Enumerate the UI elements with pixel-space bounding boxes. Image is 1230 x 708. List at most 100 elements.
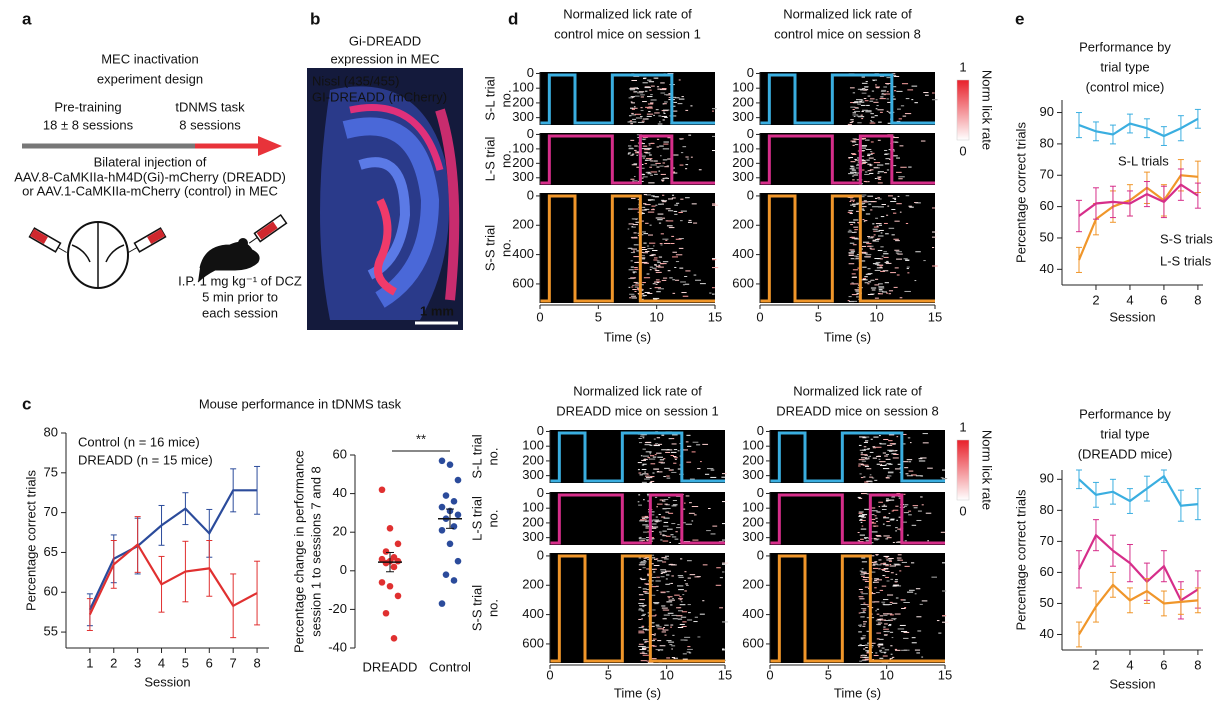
lick-speckle (639, 295, 646, 297)
lick-speckle (847, 211, 853, 213)
lick-speckle (659, 121, 661, 123)
lick-speckle (638, 557, 642, 559)
lick-speckle (862, 278, 867, 280)
lick-speckle (860, 656, 863, 658)
lick-speckle (858, 465, 861, 467)
lick-speckle (654, 614, 657, 616)
y-tick-label: 0 (747, 65, 754, 80)
y-tick-label: 100 (742, 438, 764, 453)
lick-speckle (712, 525, 718, 527)
lick-speckle (878, 289, 883, 291)
lick-speckle (664, 617, 667, 619)
row-label: L-S trial (482, 136, 497, 181)
lick-speckle (894, 581, 898, 583)
lick-speckle (641, 255, 645, 257)
lick-speckle (642, 448, 646, 450)
lick-speckle (879, 589, 884, 591)
lick-speckle (875, 517, 878, 519)
lick-speckle (658, 650, 660, 652)
lick-speckle (671, 523, 676, 525)
lick-speckle (658, 222, 662, 224)
lick-speckle (861, 145, 867, 147)
lick-speckle (702, 564, 708, 566)
lick-speckle (861, 519, 866, 521)
lick-speckle (932, 231, 938, 233)
lick-speckle (879, 650, 882, 652)
lick-speckle (712, 203, 716, 205)
lick-speckle (693, 222, 698, 224)
lick-speckle (852, 114, 859, 116)
lick-speckle (889, 631, 894, 633)
lick-speckle (875, 534, 881, 536)
x-tick-label: 8 (1194, 657, 1201, 672)
row-label: S-S trial (482, 225, 497, 271)
lick-speckle (672, 251, 677, 253)
y-tick-label: 20 (333, 524, 347, 539)
lick-speckle (872, 567, 879, 569)
lick-speckle (879, 266, 883, 268)
lick-speckle (876, 267, 883, 269)
row-label: no. (498, 239, 513, 257)
lick-speckle (888, 293, 892, 295)
lick-speckle (848, 252, 855, 254)
lick-speckle (679, 138, 683, 140)
lick-speckle (644, 517, 649, 519)
series-line (88, 542, 258, 616)
lick-speckle (862, 464, 869, 466)
lick-speckle (886, 559, 892, 561)
panel-label: b (310, 9, 320, 28)
heatmap (770, 553, 945, 663)
lick-speckle (862, 611, 865, 613)
lick-speckle (920, 457, 927, 459)
lick-speckle (881, 647, 885, 649)
lick-speckle (642, 101, 647, 103)
lick-speckle (884, 623, 888, 625)
y-tick-label: 65 (44, 544, 58, 559)
point (438, 526, 446, 534)
lick-speckle (905, 260, 910, 262)
lick-speckle (878, 646, 881, 648)
category-label: Control (429, 659, 471, 674)
lick-speckle (639, 599, 645, 601)
lick-speckle (875, 620, 882, 622)
lick-speckle (650, 209, 655, 211)
lick-speckle (643, 560, 646, 562)
point (454, 511, 462, 519)
ip-text: 5 min prior to (202, 289, 278, 304)
lick-speckle (850, 153, 856, 155)
lick-speckle (927, 467, 933, 469)
lick-speckle (652, 557, 656, 559)
lick-speckle (876, 608, 880, 610)
lick-speckle (876, 238, 881, 240)
lick-speckle (632, 96, 634, 98)
lick-speckle (878, 198, 882, 200)
lick-speckle (869, 100, 874, 102)
lick-speckle (849, 197, 853, 199)
lick-speckle (870, 248, 875, 250)
lick-speckle (850, 250, 856, 252)
lick-speckle (672, 634, 675, 636)
lick-speckle (628, 208, 633, 210)
lick-speckle (877, 624, 881, 626)
lick-speckle (666, 477, 671, 479)
lick-speckle (897, 108, 901, 110)
lick-speckle (682, 295, 689, 297)
lick-speckle (861, 517, 866, 519)
lick-speckle (878, 435, 881, 437)
lick-speckle (879, 615, 884, 617)
lick-speckle (640, 107, 643, 109)
lick-speckle (644, 583, 650, 585)
lick-speckle (911, 637, 916, 639)
lick-speckle (865, 80, 868, 82)
lick-speckle (883, 256, 889, 258)
lick-speckle (886, 537, 892, 539)
lick-speckle (670, 582, 673, 584)
lick-speckle (861, 568, 864, 570)
lick-speckle (639, 538, 646, 540)
trial-epoch-line (770, 493, 945, 545)
lick-speckle (871, 521, 874, 523)
lick-speckle (874, 539, 879, 541)
lick-speckle (683, 449, 689, 451)
lick-speckle (651, 526, 659, 528)
lick-speckle (629, 89, 636, 91)
